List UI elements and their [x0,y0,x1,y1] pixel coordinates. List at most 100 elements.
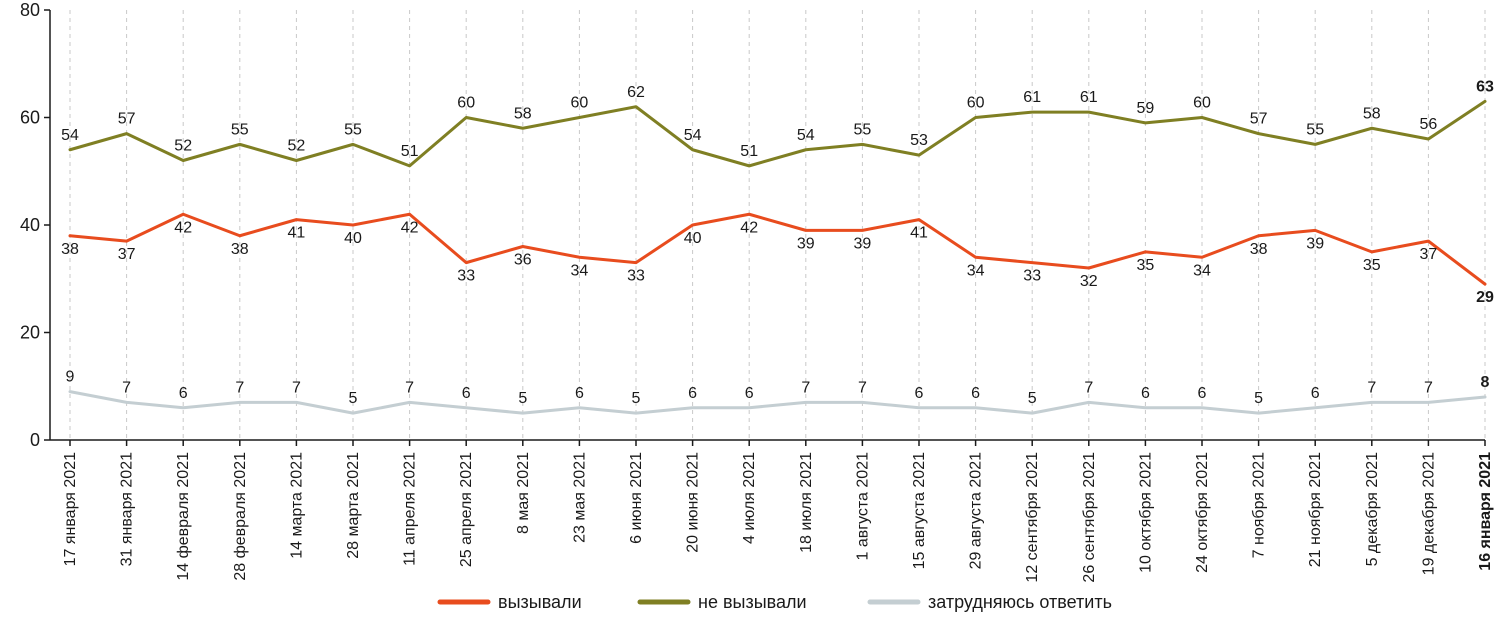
legend-label: вызывали [498,592,582,612]
x-tick-label: 10 октября 2021 [1137,452,1154,573]
data-label: 41 [910,225,928,242]
data-label: 6 [1311,385,1320,402]
data-label: 6 [575,385,584,402]
x-tick-label: 14 февраля 2021 [175,452,192,581]
data-label: 40 [684,230,702,247]
data-label: 34 [1193,262,1211,279]
legend-label: не вызывали [698,592,807,612]
data-label: 55 [1306,121,1324,138]
data-label: 56 [1420,116,1438,133]
data-label: 57 [118,111,136,128]
data-label: 61 [1080,89,1098,106]
data-label: 6 [971,385,980,402]
y-tick-label: 20 [20,323,40,343]
data-label: 34 [967,262,985,279]
x-tick-label: 8 мая 2021 [515,452,532,534]
data-label: 6 [745,385,754,402]
line-chart: 0 20 40 60 80 17 января 202131 января 202114 … [0,0,1506,624]
data-label: 60 [967,95,985,112]
legend: вызывали не вызывали затрудняюсь ответить [440,592,1112,612]
x-tick-label: 20 июня 2021 [685,452,702,553]
data-label: 6 [1198,385,1207,402]
data-label: 51 [740,143,758,160]
x-tick-label: 28 марта 2021 [345,452,362,559]
data-label: 32 [1080,273,1098,290]
x-tick-label: 19 декабря 2021 [1420,452,1437,575]
x-tick-label: 6 июня 2021 [628,452,645,544]
data-label: 39 [854,235,872,252]
data-label: 33 [1023,268,1041,285]
x-axis: 17 января 202131 января 202114 февраля 2… [50,440,1494,583]
data-label: 52 [174,138,192,155]
data-label: 42 [174,219,192,236]
data-label: 60 [457,95,475,112]
y-tick-label: 0 [30,430,40,450]
x-tick-label: 11 апреля 2021 [402,452,419,566]
data-label: 6 [1141,385,1150,402]
x-tick-label: 24 октября 2021 [1194,452,1211,573]
x-tick-label: 25 апреля 2021 [458,452,475,567]
data-label: 63 [1476,78,1494,95]
data-label: 54 [797,127,815,144]
data-label: 39 [1306,235,1324,252]
data-label: 40 [344,230,362,247]
data-label: 38 [1250,241,1268,258]
y-axis: 0 20 40 60 80 [20,0,50,450]
data-label: 9 [66,369,75,386]
x-tick-label: 21 ноября 2021 [1307,452,1324,567]
data-label: 62 [627,84,645,101]
data-label: 55 [344,121,362,138]
x-tick-label: 31 января 2021 [119,452,136,566]
data-label: 55 [854,121,872,138]
data-label: 53 [910,132,928,149]
y-tick-label: 60 [20,108,40,128]
data-label: 59 [1137,100,1155,117]
data-label: 7 [1367,379,1376,396]
data-label: 52 [288,138,306,155]
data-label: 41 [288,225,306,242]
data-label: 55 [231,121,249,138]
x-tick-label: 23 мая 2021 [571,452,588,543]
data-label: 58 [514,105,532,122]
x-tick-label: 16 января 2021 [1477,452,1494,571]
y-tick-label: 40 [20,215,40,235]
x-tick-label: 14 марта 2021 [288,452,305,559]
data-label: 57 [1250,111,1268,128]
legend-label: затрудняюсь ответить [928,592,1112,612]
y-tick-label: 80 [20,0,40,20]
data-label: 42 [401,219,419,236]
data-label: 38 [61,241,79,258]
data-label: 6 [179,385,188,402]
data-label: 33 [627,268,645,285]
data-label: 5 [1254,390,1263,407]
data-label: 7 [1424,379,1433,396]
x-tick-label: 5 декабря 2021 [1364,452,1381,567]
data-label: 7 [122,379,131,396]
data-label: 7 [1084,379,1093,396]
data-label: 8 [1481,374,1490,391]
data-label: 51 [401,143,419,160]
data-label: 6 [915,385,924,402]
series-line-s3 [70,392,1485,414]
data-label: 7 [801,379,810,396]
data-label: 6 [688,385,697,402]
data-label: 42 [740,219,758,236]
data-label: 29 [1476,289,1494,306]
series-line-s2 [70,101,1485,166]
data-label: 6 [462,385,471,402]
x-tick-label: 12 сентября 2021 [1024,452,1041,583]
data-label: 5 [632,390,641,407]
data-label: 37 [118,246,136,263]
data-label: 7 [292,379,301,396]
data-label: 54 [684,127,702,144]
data-label: 39 [797,235,815,252]
data-label: 5 [518,390,527,407]
x-tick-label: 7 ноября 2021 [1251,452,1268,558]
data-label: 54 [61,127,79,144]
data-label: 61 [1023,89,1041,106]
data-label: 7 [235,379,244,396]
data-label: 36 [514,252,532,269]
x-tick-label: 26 сентября 2021 [1081,452,1098,583]
data-label: 7 [858,379,867,396]
data-label: 7 [405,379,414,396]
